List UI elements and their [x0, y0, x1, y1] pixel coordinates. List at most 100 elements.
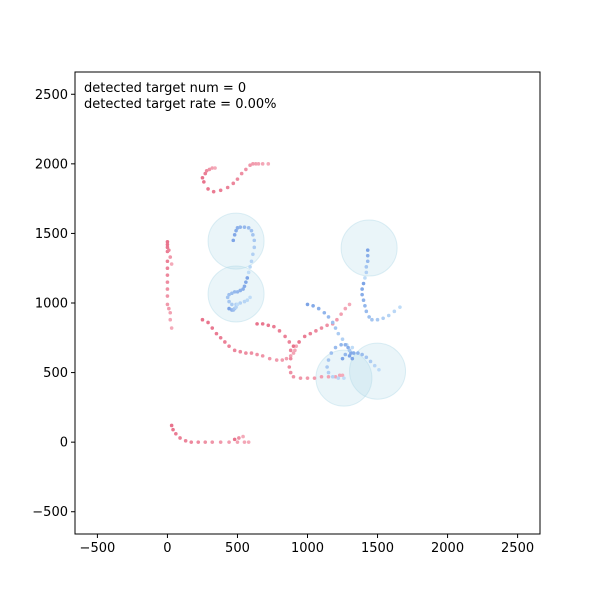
- sensor-circle: [349, 342, 407, 400]
- agent-point: [245, 276, 250, 280]
- agent-point: [234, 305, 238, 309]
- target-point: [183, 438, 188, 443]
- agent-point: [365, 253, 370, 258]
- target-point: [165, 259, 170, 264]
- target-point: [225, 185, 230, 190]
- y-tick-label: −500: [32, 505, 68, 520]
- target-point: [165, 273, 170, 277]
- agent-point: [251, 233, 255, 237]
- target-point: [319, 374, 324, 379]
- agent-point: [364, 355, 369, 360]
- target-point: [174, 432, 178, 436]
- agent-point: [249, 228, 254, 233]
- y-tick-label: 500: [43, 366, 68, 381]
- agent-point: [360, 292, 364, 297]
- target-point: [227, 344, 231, 348]
- agent-point: [235, 226, 240, 230]
- target-point: [284, 356, 289, 361]
- target-point: [169, 262, 174, 266]
- target-point: [231, 181, 236, 186]
- target-point: [267, 356, 272, 361]
- target-point: [165, 266, 170, 271]
- agent-point: [325, 365, 329, 369]
- agent-point: [365, 248, 370, 252]
- target-point: [253, 162, 258, 166]
- agent-point: [364, 270, 369, 275]
- y-tick-label: 2000: [35, 157, 68, 172]
- target-point: [211, 189, 216, 194]
- agent-point: [238, 225, 243, 229]
- target-point: [235, 177, 240, 181]
- target-point: [319, 326, 324, 330]
- agent-point: [227, 306, 231, 311]
- target-point: [246, 440, 251, 444]
- agent-point: [252, 238, 257, 243]
- target-point: [203, 440, 208, 444]
- x-tick-label: 1000: [291, 541, 324, 556]
- target-point: [260, 322, 265, 326]
- target-point: [326, 374, 331, 379]
- agent-point: [343, 342, 348, 347]
- target-point: [165, 245, 170, 250]
- target-point: [337, 373, 342, 378]
- agent-point: [336, 376, 341, 380]
- target-point: [169, 326, 174, 330]
- agent-point: [234, 228, 238, 233]
- agent-point: [330, 374, 335, 379]
- agent-point: [246, 270, 251, 275]
- agent-point: [329, 351, 334, 355]
- target-point: [260, 354, 265, 358]
- target-point: [204, 169, 209, 173]
- target-point: [232, 437, 237, 442]
- target-point: [297, 340, 301, 344]
- target-point: [200, 175, 205, 180]
- target-point: [256, 162, 261, 166]
- agent-point: [305, 302, 310, 307]
- agent-point: [386, 313, 391, 318]
- agent-point: [370, 317, 374, 322]
- target-point: [314, 329, 318, 333]
- target-point: [169, 423, 174, 428]
- agent-point: [356, 351, 360, 355]
- target-point: [210, 440, 215, 444]
- target-point: [272, 324, 276, 329]
- target-point: [288, 348, 293, 353]
- target-point: [280, 358, 285, 362]
- target-point: [203, 171, 208, 176]
- target-point: [255, 352, 259, 357]
- target-point: [165, 239, 170, 244]
- agent-point: [368, 359, 373, 364]
- agent-point: [372, 363, 377, 368]
- agent-point: [360, 352, 364, 357]
- target-point: [168, 255, 173, 259]
- agent-point: [347, 348, 352, 353]
- agent-point: [392, 309, 397, 314]
- agent-point: [363, 276, 367, 280]
- agent-point: [342, 376, 346, 380]
- target-point: [235, 440, 240, 444]
- target-point: [287, 340, 292, 344]
- target-point: [165, 302, 170, 307]
- target-point: [227, 440, 231, 444]
- agent-point: [326, 358, 331, 362]
- agent-point: [360, 287, 364, 291]
- x-tick-label: 2000: [431, 541, 464, 556]
- target-point: [218, 440, 223, 444]
- target-point: [238, 349, 243, 354]
- x-tick-label: 0: [163, 541, 171, 556]
- target-point: [291, 344, 296, 348]
- x-tick-label: 1500: [361, 541, 394, 556]
- target-point: [291, 351, 296, 355]
- agent-point: [242, 225, 247, 229]
- x-tick-label: −500: [80, 541, 116, 556]
- target-point: [260, 162, 265, 166]
- agent-point: [248, 265, 252, 269]
- agent-point: [246, 226, 251, 230]
- target-point: [206, 187, 210, 191]
- target-point: [288, 356, 293, 361]
- y-tick-label: 0: [60, 436, 68, 451]
- target-point: [343, 306, 348, 311]
- agent-point: [232, 233, 237, 237]
- target-point: [171, 427, 175, 432]
